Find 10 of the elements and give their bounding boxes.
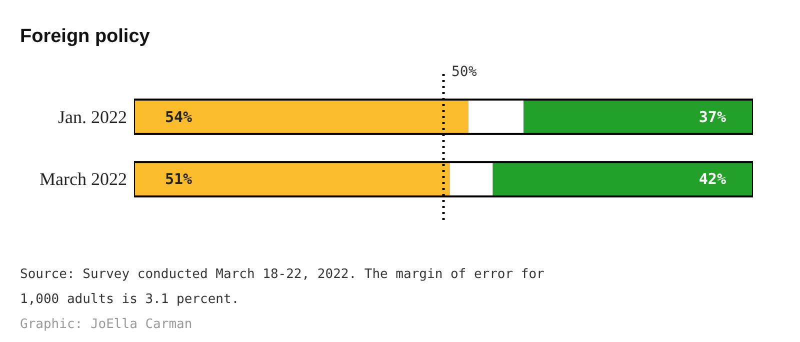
data-label: 42% [698, 170, 726, 188]
y-tick-label: March 2022 [40, 169, 127, 190]
ref-line-label: 50% [452, 64, 478, 80]
text: Graphic: JoElla Carman [20, 317, 192, 332]
y-tick-label: Jan. 2022 [58, 106, 127, 127]
chart-title: Foreign policy [20, 26, 150, 47]
data-label: 51% [165, 170, 192, 188]
source-note: Source: Survey conducted March 18-22, 2022. The margin of error for 1,000 adults is 3.1 percent. [20, 267, 545, 307]
data-label: 54% [165, 108, 192, 126]
data-label: 37% [698, 108, 726, 126]
